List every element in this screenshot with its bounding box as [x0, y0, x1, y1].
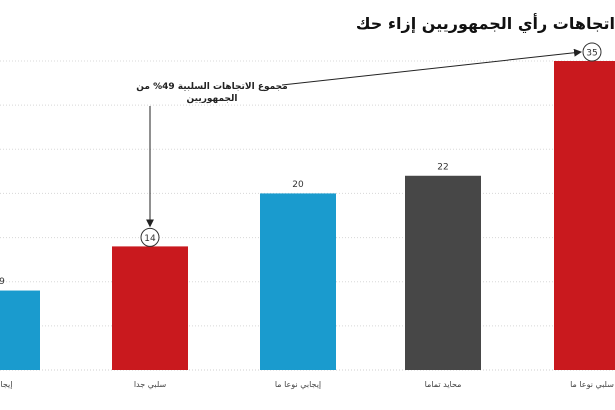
- data-label: 9: [0, 277, 5, 287]
- bar: [554, 61, 615, 370]
- bar: [405, 175, 481, 370]
- category-label: إيجابي: [0, 380, 12, 390]
- bar: [0, 290, 40, 370]
- category-label: سلبي جدا: [134, 380, 167, 389]
- bar: [112, 246, 188, 370]
- data-label: 22: [437, 162, 448, 172]
- annotation-text: الجمهوريين: [187, 94, 238, 104]
- category-label: سلبي نوعا ما: [570, 380, 614, 389]
- annotation-text: مجموع الاتجاهات السلبية 49% من: [136, 82, 287, 92]
- value-label-circle: [582, 42, 602, 62]
- data-label: 35: [586, 49, 597, 59]
- annotation-arrow: [281, 48, 582, 86]
- data-label: 20: [292, 180, 304, 190]
- category-label: إيجابي نوعا ما: [275, 380, 321, 390]
- category-label: محايد تماما: [425, 380, 462, 389]
- bar: [260, 193, 336, 370]
- value-label-circle: [140, 227, 160, 247]
- chart-title: اتجاهات رأي الجمهوريين إزاء حك: [355, 14, 615, 33]
- data-label: 14: [144, 234, 156, 244]
